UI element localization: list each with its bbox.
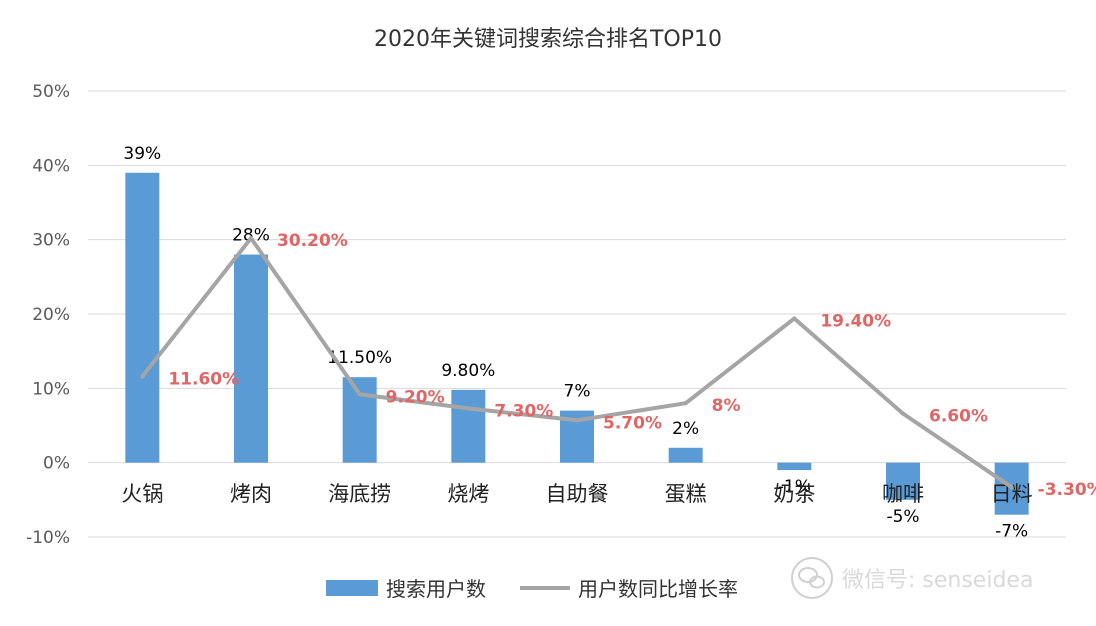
bar <box>125 172 160 463</box>
bar <box>777 462 812 471</box>
line-series <box>140 236 1014 490</box>
line-data-label: 7.30% <box>494 401 553 421</box>
y-tick-label: 40% <box>32 156 70 176</box>
y-tick-label: 50% <box>32 82 70 102</box>
line-labels: 11.60% 30.20% 9.20% 7.30% 5.70% 8% 19.40% 6.60%… <box>168 231 1096 500</box>
line-point <box>249 236 253 241</box>
bar-data-label: 39% <box>123 144 161 164</box>
line-point <box>1009 485 1014 490</box>
bar <box>234 254 268 463</box>
bar-series <box>125 172 1029 515</box>
bar-data-label: -7% <box>995 522 1028 542</box>
x-tick-label: 奶茶 <box>773 482 815 506</box>
line-point <box>466 406 471 411</box>
line-point <box>140 374 145 379</box>
line-point <box>575 418 579 423</box>
y-tick-label: 0% <box>43 454 70 474</box>
line-data-label: 30.20% <box>277 231 348 251</box>
bar-data-label: 11.50% <box>327 348 392 368</box>
x-tick-label: 蛋糕 <box>665 482 707 506</box>
watermark: 微信号: senseidea <box>790 556 1033 600</box>
bar <box>668 447 703 463</box>
bar-labels: 39% 28% 11.50% 9.80% 7% 2% -1% -5% -7% <box>123 144 1028 542</box>
x-tick-label: 海底捞 <box>328 482 391 506</box>
line-point <box>357 392 362 397</box>
y-axis: -10% 0% 10% 20% 30% 40% 50% <box>26 82 70 548</box>
x-tick-label: 自助餐 <box>546 482 609 506</box>
line-data-label: 19.40% <box>820 311 891 331</box>
watermark-text: 微信号: senseidea <box>842 568 1034 593</box>
line-point <box>901 411 905 416</box>
x-tick-label: 火锅 <box>121 482 163 506</box>
wechat-icon <box>791 557 833 599</box>
legend-label-bar: 搜索用户数 <box>386 577 486 601</box>
bar-data-label: 7% <box>564 382 591 402</box>
y-tick-label: 10% <box>32 379 70 399</box>
line-data-label: 9.20% <box>386 387 445 407</box>
y-tick-label: 30% <box>32 231 70 251</box>
legend: 搜索用户数 用户数同比增长率 <box>326 577 738 601</box>
line-data-label: 6.60% <box>929 407 988 427</box>
bar-data-label: 9.80% <box>441 361 495 381</box>
bar <box>451 389 486 463</box>
line-data-label: 5.70% <box>603 413 662 433</box>
legend-swatch-bar <box>326 580 378 596</box>
bar <box>342 377 377 463</box>
y-tick-label: -10% <box>26 528 70 548</box>
line-point <box>792 316 797 321</box>
legend-label-line: 用户数同比增长率 <box>578 577 738 601</box>
bar-data-label: -5% <box>886 507 919 527</box>
bar <box>886 462 920 500</box>
line-data-label: 8% <box>712 396 741 416</box>
bar-data-label: 28% <box>232 226 270 246</box>
x-tick-label: 烤肉 <box>230 482 272 506</box>
bar-data-label: -1% <box>778 477 811 497</box>
y-tick-label: 20% <box>32 305 70 325</box>
x-axis-categories: 火锅 烤肉 海底捞 烧烤 自助餐 蛋糕 奶茶 咖啡 日料 <box>121 482 1032 506</box>
x-tick-label: 咖啡 <box>882 482 924 506</box>
x-tick-label: 烧烤 <box>447 482 489 506</box>
bar-data-label: 2% <box>672 419 699 439</box>
line-data-label: -3.30% <box>1038 480 1096 500</box>
chart-title: 2020年关键词搜索综合排名TOP10 <box>374 27 722 52</box>
line-data-label: 11.60% <box>168 369 239 389</box>
line-point <box>683 401 688 406</box>
